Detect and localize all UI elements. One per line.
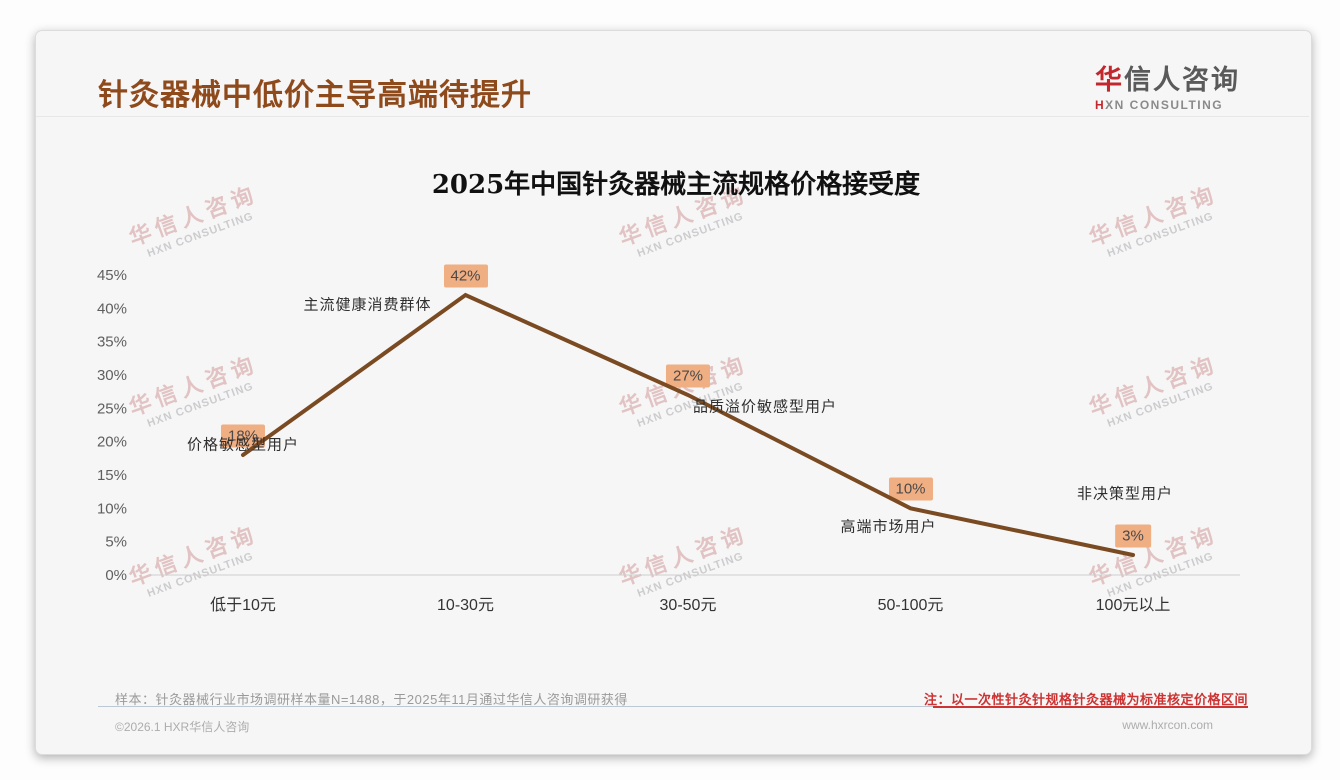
company-logo: 华信人咨询 HXN CONSULTING	[1095, 58, 1240, 112]
page-title: 针灸器械中低价主导高端待提升	[98, 79, 532, 112]
logo-subtitle-rest: XN CONSULTING	[1105, 98, 1224, 112]
copyright-text: ©2026.1 HXR华信人咨询	[115, 720, 250, 734]
sample-footnote: 样本：针灸器械行业市场调研样本量N=1488，于2025年11月通过华信人咨询调…	[115, 692, 628, 707]
logo-subtitle-accent: H	[1095, 98, 1106, 112]
annotation-label: 主流健康消费群体	[303, 296, 432, 314]
annotation-label: 品质溢价敏感型用户	[692, 398, 838, 416]
website-text: www.hxrcon.com	[1122, 718, 1213, 732]
logo-name: 华信人咨询	[1095, 58, 1240, 97]
annotation-label: 价格敏感型用户	[186, 436, 300, 454]
annotation-label: 高端市场用户	[840, 518, 937, 536]
footnote-divider-right	[933, 706, 1248, 708]
header-divider	[36, 116, 1309, 117]
x-axis-label: 100元以上	[1095, 597, 1171, 614]
data-point-label: 42%	[443, 264, 488, 288]
x-axis-label: 10-30元	[437, 597, 494, 614]
x-axis-label: 低于10元	[210, 597, 276, 614]
footnote-divider-left	[98, 706, 933, 707]
pricing-note: 注：以一次性针灸针规格针灸器械为标准核定价格区间	[923, 692, 1248, 707]
chart-title: 2025年中国针灸器械主流规格价格接受度	[431, 170, 921, 200]
x-axis-label: 50-100元	[877, 597, 944, 614]
logo-name-rest: 信人咨询	[1124, 65, 1240, 95]
logo-subtitle: HXN CONSULTING	[1095, 98, 1240, 112]
annotation-label: 非决策型用户	[1076, 485, 1174, 503]
x-axis-label: 30-50元	[659, 597, 717, 614]
logo-name-accent: 华	[1095, 65, 1124, 95]
